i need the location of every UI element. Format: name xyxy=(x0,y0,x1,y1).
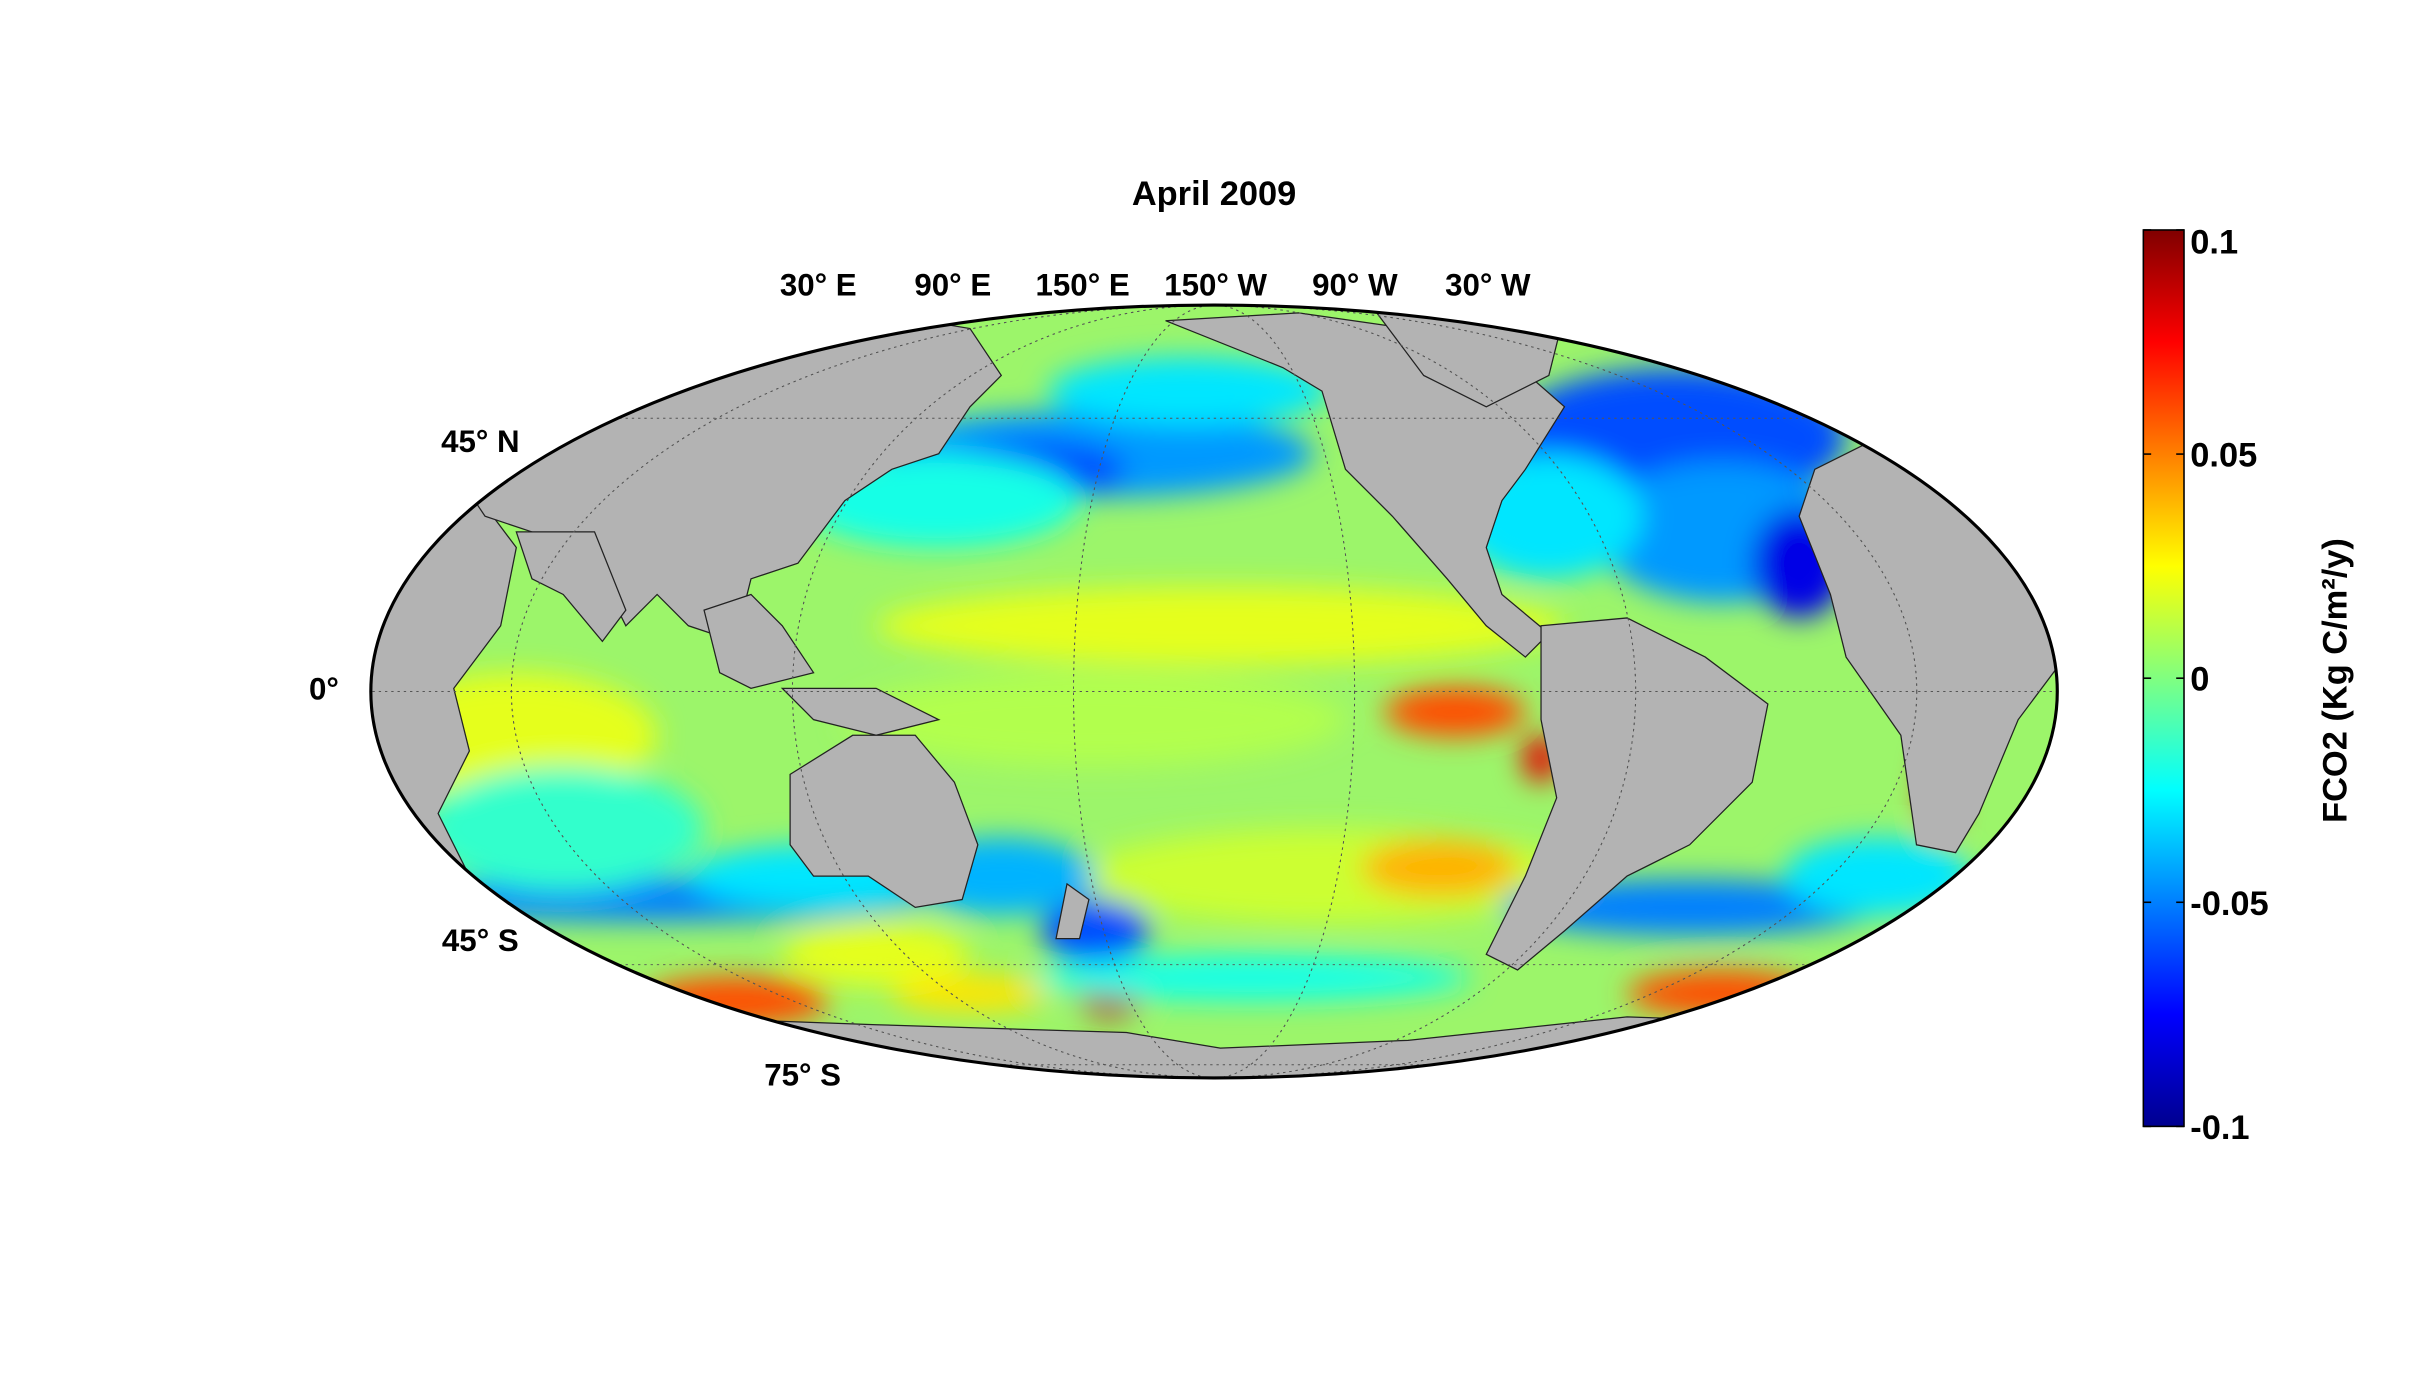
meridian xyxy=(791,305,1637,1078)
flux-region xyxy=(1783,836,1972,916)
lat-labels: 45° N 0° 45° S 75° S xyxy=(309,424,841,1093)
meridian xyxy=(510,305,1918,1078)
flux-region xyxy=(1032,954,1471,1002)
lat-label: 45° S xyxy=(442,923,519,958)
colorbar-tick-label: -0.1 xyxy=(2190,1109,2249,1147)
land-south-america xyxy=(1485,617,1769,971)
flux-region xyxy=(1040,899,1150,963)
lon-label: 150° W xyxy=(1164,268,1267,303)
colorbar-label: FCO2 (Kg C/m²/y) xyxy=(2317,538,2355,823)
flux-region xyxy=(1361,840,1518,897)
colorbar-tick-label: 0.05 xyxy=(2190,437,2257,475)
flux-region xyxy=(891,974,1049,1013)
chart-title: April 2009 xyxy=(1132,175,1296,213)
lon-label: 90° W xyxy=(1312,268,1398,303)
land-arabia-india xyxy=(515,531,627,643)
colorbar: 0.1 0.05 0 -0.05 -0.1 FCO2 (Kg C/m²/y) xyxy=(2142,223,2355,1147)
graticule xyxy=(370,305,2058,1078)
colorbar-tick-label: 0 xyxy=(2190,661,2209,699)
flux-region xyxy=(782,923,971,986)
map-frame xyxy=(369,303,2059,1080)
colorbar-tick-label: 0.1 xyxy=(2190,223,2238,261)
map xyxy=(370,305,2058,1078)
flux-region xyxy=(1627,969,1815,1017)
lon-label: 30° W xyxy=(1445,268,1531,303)
land-new-zealand xyxy=(1055,882,1090,940)
flux-region xyxy=(876,586,1565,665)
flux-region xyxy=(641,976,830,1027)
flux-region xyxy=(844,672,1346,767)
lon-label: 150° E xyxy=(1036,268,1130,303)
colorbar-tick-label: -0.05 xyxy=(2190,885,2268,923)
lon-labels: 30° E 90° E 150° E 150° W 90° W 30° W xyxy=(780,268,1531,303)
lat-label: 0° xyxy=(309,671,339,706)
lon-label: 90° E xyxy=(914,268,991,303)
meridian xyxy=(1073,305,1356,1078)
lat-label: 45° N xyxy=(441,424,520,459)
lat-label: 75° S xyxy=(764,1058,841,1093)
land-indonesia xyxy=(780,687,941,736)
flux-region xyxy=(1384,686,1526,737)
flux-region xyxy=(1048,356,1330,426)
flux-region xyxy=(422,766,705,892)
land-se-asia xyxy=(703,593,815,690)
lon-label: 30° E xyxy=(780,268,857,303)
